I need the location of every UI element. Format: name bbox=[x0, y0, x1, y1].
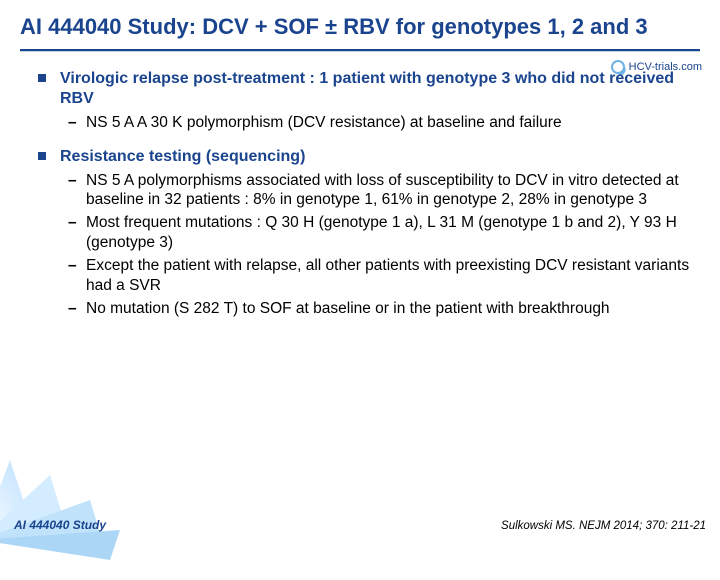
bullet-list: Virologic relapse post-treatment : 1 pat… bbox=[60, 69, 690, 318]
slide-title: AI 444040 Study: DCV + SOF ± RBV for gen… bbox=[20, 14, 700, 39]
sub-item: Except the patient with relapse, all oth… bbox=[86, 256, 690, 295]
footer: AI 444040 Study Sulkowski MS. NEJM 2014;… bbox=[0, 518, 720, 532]
bullet-head: Resistance testing (sequencing) bbox=[60, 147, 690, 167]
slide-body: Virologic relapse post-treatment : 1 pat… bbox=[0, 51, 720, 318]
bullet-item: Resistance testing (sequencing) NS 5 A p… bbox=[60, 147, 690, 319]
sub-list: NS 5 A polymorphisms associated with los… bbox=[60, 171, 690, 319]
sub-item: No mutation (S 282 T) to SOF at baseline… bbox=[86, 299, 690, 318]
bullet-head: Virologic relapse post-treatment : 1 pat… bbox=[60, 69, 690, 109]
footer-citation: Sulkowski MS. NEJM 2014; 370: 211-21 bbox=[501, 520, 706, 532]
footer-study-name: AI 444040 Study bbox=[14, 518, 106, 532]
title-underline bbox=[20, 49, 700, 51]
sub-item: NS 5 A A 30 K polymorphism (DCV resistan… bbox=[86, 113, 690, 132]
sub-item: Most frequent mutations : Q 30 H (genoty… bbox=[86, 213, 690, 252]
decorative-burst bbox=[0, 420, 160, 580]
sub-list: NS 5 A A 30 K polymorphism (DCV resistan… bbox=[60, 113, 690, 132]
sub-item: NS 5 A polymorphisms associated with los… bbox=[86, 171, 690, 210]
bullet-item: Virologic relapse post-treatment : 1 pat… bbox=[60, 69, 690, 132]
